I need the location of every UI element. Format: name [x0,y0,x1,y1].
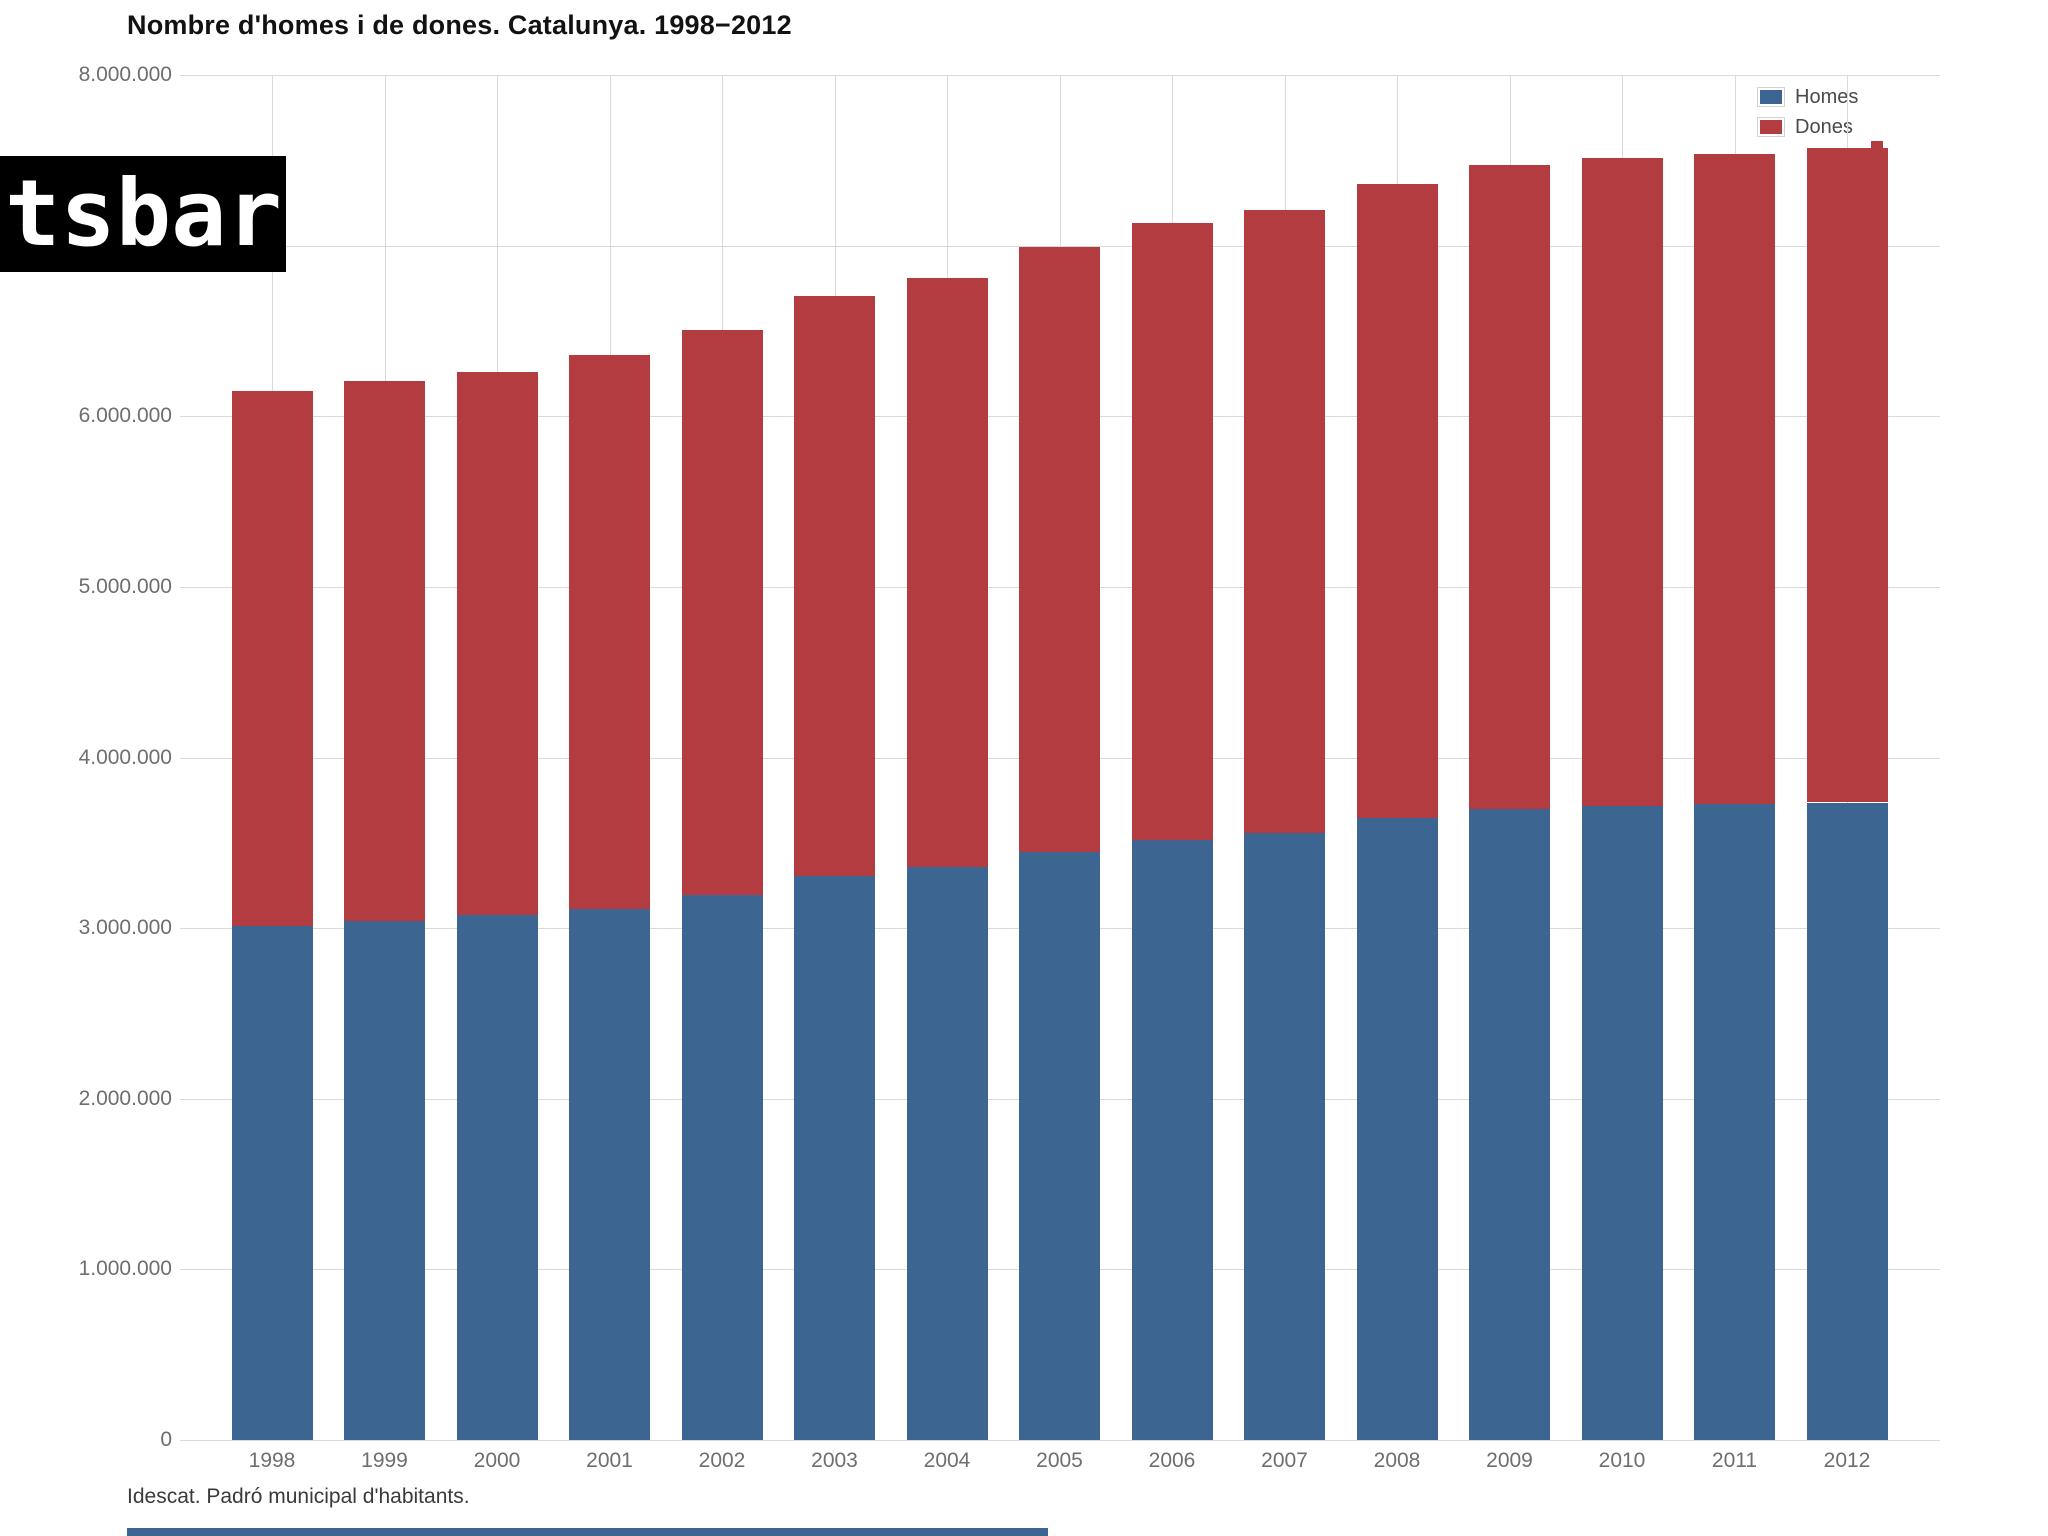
x-axis-year-label: 2003 [811,1449,858,1472]
bar-segment-homes[interactable] [1581,806,1663,1440]
x-axis-year-label: 2009 [1486,1449,1533,1472]
overlay-black-box: tsbar [0,156,286,272]
y-axis-tick-label: 8.000.000 [78,63,172,86]
x-axis-year-label: 2008 [1373,1449,1421,1472]
x-axis-year-label: 2002 [698,1449,746,1472]
bottom-clipped-element [127,1528,1048,1536]
bar-segment-homes[interactable] [1244,832,1325,1440]
bar-segment-dones[interactable] [231,391,313,926]
x-axis-year-label: 2010 [1598,1449,1646,1472]
bar-segment-dones[interactable] [1694,153,1775,805]
bar-segment-homes[interactable] [1694,804,1775,1440]
x-axis-year-label: 2012 [1823,1449,1871,1472]
x-axis-year-label: 2005 [1036,1449,1083,1472]
bar-segment-homes[interactable] [794,876,875,1440]
y-axis-tick-label: 6.000.000 [78,404,172,428]
bar-segment-dones[interactable] [1244,209,1325,833]
bar-segment-dones[interactable] [1469,164,1550,809]
bar-segment-homes[interactable] [681,894,763,1440]
y-axis-tick-label: 4.000.000 [78,745,172,769]
x-axis-year-label: 2006 [1148,1449,1196,1472]
source-note: Idescat. Padró municipal d'habitants. [127,1485,470,1508]
y-axis-tick-label: 2.000.000 [78,1086,172,1110]
bar-segment-homes[interactable] [231,925,313,1440]
bar-segment-dones[interactable] [681,329,763,895]
bar-segment-homes[interactable] [1806,802,1888,1440]
bar-segment-homes[interactable] [1019,852,1100,1440]
chart-title: Nombre d'homes i de dones. Catalunya. 19… [127,10,792,40]
bar-segment-dones[interactable] [1019,246,1100,852]
bar-segment-dones[interactable] [1356,183,1438,818]
bar-segment-dones[interactable] [906,277,988,867]
legend-label: Dones [1795,115,1853,138]
overlay-text: tsbar [5,160,282,267]
x-axis-year-label: 2000 [473,1449,521,1472]
bar-segment-dones[interactable] [456,371,538,915]
bar-segment-homes[interactable] [1356,817,1438,1440]
bar-segment-homes[interactable] [456,915,538,1440]
y-axis-tick-label: 0 [160,1428,172,1451]
bar-segment-dones[interactable] [1131,222,1213,840]
bar-segment-dones[interactable] [794,296,875,877]
x-axis-year-label: 2004 [923,1449,971,1472]
legend-swatch-color [1760,90,1782,104]
x-axis-year-label: 2007 [1261,1449,1308,1472]
x-axis-year-label: 2001 [586,1449,633,1472]
legend: Homes Dones [1753,80,1865,146]
x-axis-year-label: 2011 [1711,1449,1758,1472]
y-axis-tick-label: 3.000.000 [78,916,172,940]
legend-swatch-icon [1757,87,1785,107]
legend-label: Homes [1795,85,1859,108]
x-axis-year-label: 1998 [248,1449,296,1472]
y-axis-tick-label: 1.000.000 [78,1257,172,1281]
legend-swatch-color [1760,120,1782,134]
legend-swatch-icon [1757,117,1785,137]
x-axis-year-label: 1999 [361,1449,408,1472]
bar-segment-dones[interactable] [1806,148,1888,803]
bar-segment-dones[interactable] [569,354,650,909]
y-axis-tick-label: 5.000.000 [78,574,172,598]
bar-top-notch [1871,141,1883,149]
bar-segment-homes[interactable] [906,866,988,1440]
bar-segment-homes[interactable] [1469,808,1550,1440]
bar-segment-homes[interactable] [1131,839,1213,1440]
legend-item-dones[interactable]: Dones [1757,112,1858,142]
gridline-horizontal [180,1440,1940,1441]
bar-segment-homes[interactable] [344,921,425,1440]
legend-item-homes[interactable]: Homes [1757,82,1858,112]
bar-segment-dones[interactable] [1581,158,1663,807]
bar-segment-homes[interactable] [569,908,650,1440]
bar-segment-dones[interactable] [344,380,425,921]
